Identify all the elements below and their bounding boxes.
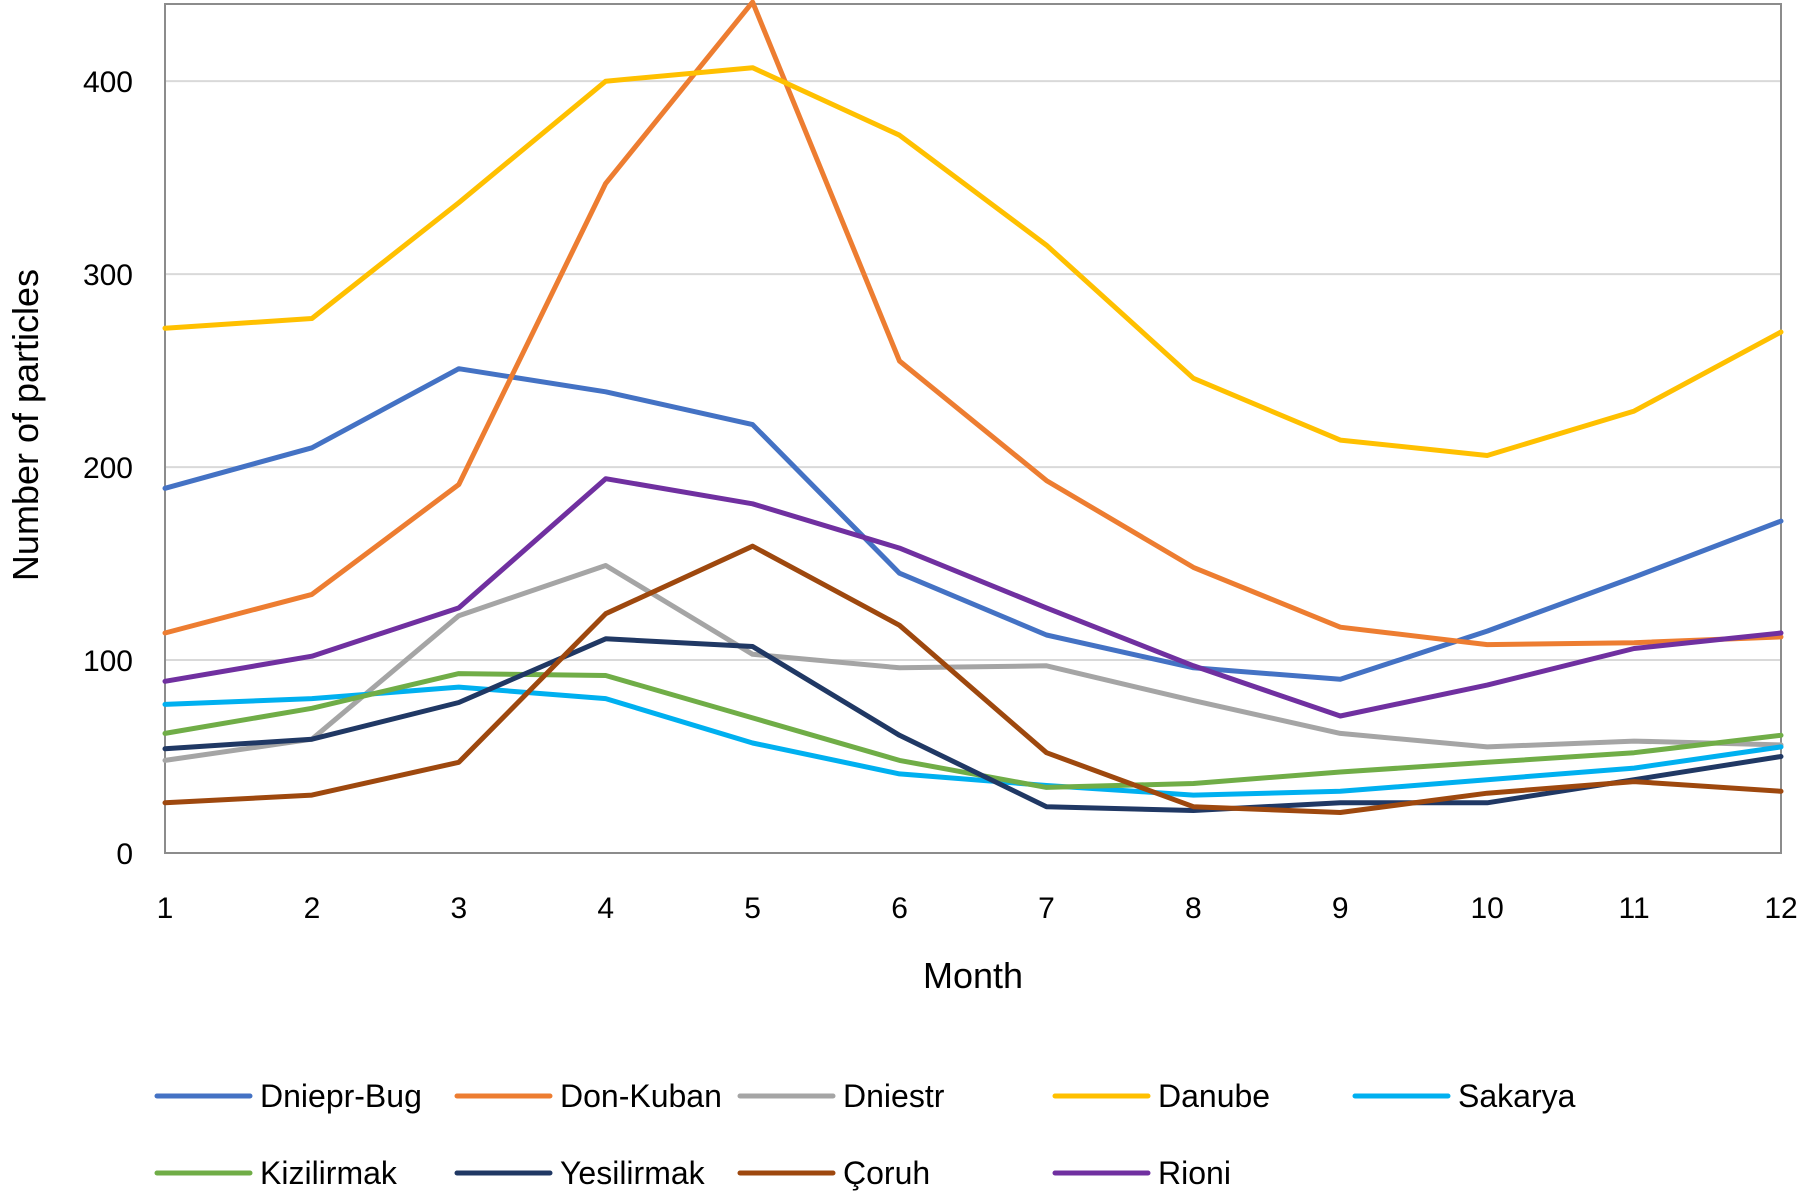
x-tick-label: 1 [157,892,174,925]
series-line-kizilirmak [162,671,1784,790]
series-line-danube [162,65,1784,458]
y-tick-label: 100 [83,645,133,678]
x-tick-label: 4 [597,892,614,925]
legend-item: Danube [1052,1078,1270,1114]
legend-label: Dniepr-Bug [260,1078,422,1114]
series-line-rioni [162,476,1784,719]
legend-label: Rioni [1158,1155,1231,1191]
x-tick-label: 3 [450,892,467,925]
series-line-sakarya [162,684,1784,798]
plot-frame [164,3,1782,854]
x-tick-label: 11 [1619,892,1650,925]
x-tick-label: 5 [744,892,761,925]
legend-item: Yesilirmak [454,1155,706,1191]
legend-item: Kizilirmak [154,1155,398,1191]
x-tick-label: 7 [1038,892,1055,925]
legend-item: Dniestr [737,1078,945,1114]
y-axis-title: Number of particles [5,269,46,581]
series-line-dniestr [162,563,1784,763]
legend-label: Çoruh [843,1155,930,1191]
y-tick-label: 300 [83,259,133,292]
legend-label: Yesilirmak [560,1155,706,1191]
x-tick-label: 6 [891,892,908,925]
legend-item: Sakarya [1352,1078,1576,1114]
x-tick-label: 10 [1470,892,1503,925]
legend-label: Kizilirmak [260,1155,398,1191]
x-tick-label: 2 [304,892,321,925]
x-axis-title: Month [923,955,1023,996]
series-line-don-kuban [162,0,1784,648]
series-line--oruh [162,543,1784,815]
x-tick-label: 12 [1764,892,1797,925]
x-tick-label: 8 [1185,892,1202,925]
legend-label: Sakarya [1458,1078,1576,1114]
series-line-yesilirmak [162,636,1784,813]
legend-item: Çoruh [737,1155,930,1191]
axes [164,3,1782,854]
legend-label: Don-Kuban [560,1078,722,1114]
legend-label: Dniestr [843,1078,945,1114]
series-lines [162,0,1784,815]
y-tick-label: 200 [83,452,133,485]
x-tick-label: 9 [1332,892,1349,925]
legend: Dniepr-Bug Don-Kuban Dniestr Danube Sakarya K… [154,1078,1576,1191]
legend-item: Dniepr-Bug [154,1078,422,1114]
series-line-dniepr-bug [162,366,1784,682]
gridlines [165,80,1781,662]
legend-label: Danube [1158,1078,1270,1114]
legend-item: Rioni [1052,1155,1231,1191]
legend-item: Don-Kuban [454,1078,722,1114]
y-tick-label: 0 [116,838,133,871]
y-tick-label: 400 [83,66,133,99]
